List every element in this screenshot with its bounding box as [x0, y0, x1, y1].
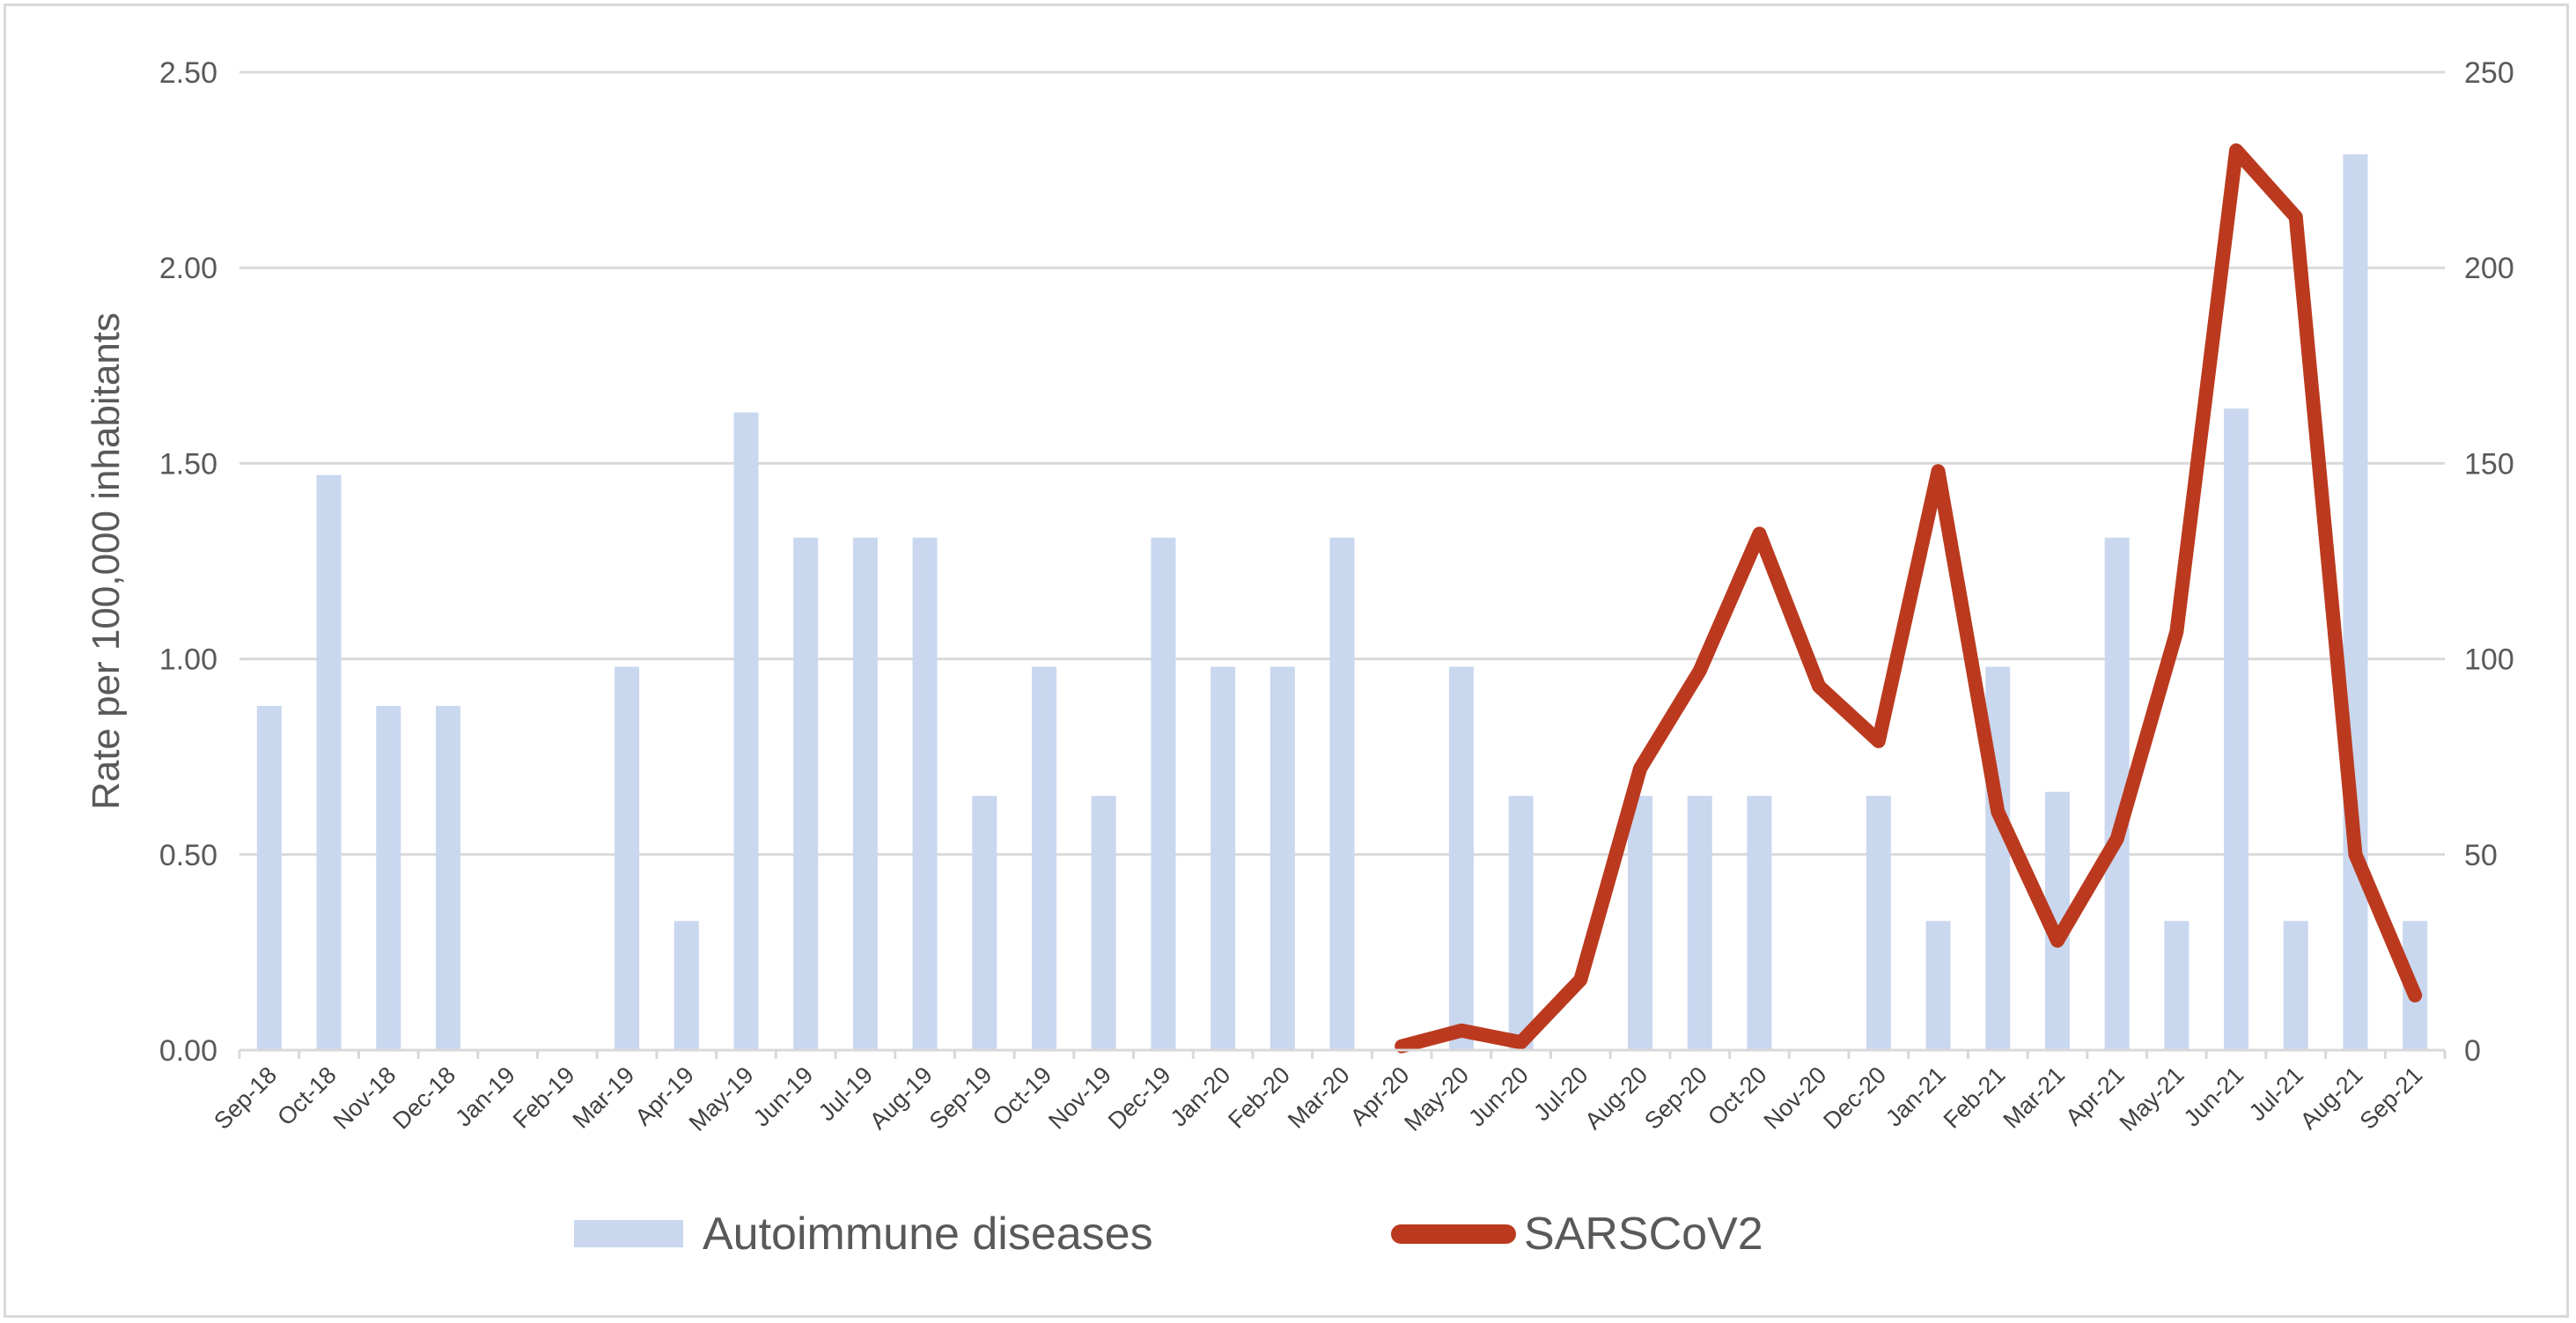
y-tick-label: 2.50 — [159, 56, 217, 90]
y-axis-right: 0 50 100 150 200 250 — [2464, 56, 2514, 1068]
bar — [1747, 796, 1772, 1050]
bar — [376, 705, 401, 1050]
y-tick-label: 2.00 — [159, 252, 217, 285]
x-tick-label: Sep-21 — [2355, 1062, 2428, 1135]
bar — [1270, 666, 1295, 1050]
bar-series-autoimmune — [256, 154, 2428, 1051]
bar — [1508, 796, 1534, 1050]
x-tick-label: Sep-18 — [209, 1062, 282, 1135]
bar — [2283, 921, 2308, 1050]
y2-tick-label: 250 — [2464, 56, 2514, 90]
y2-tick-label: 50 — [2464, 839, 2498, 872]
bar — [1091, 796, 1116, 1050]
line-series-sarscov2 — [1395, 143, 2423, 1054]
x-tick-label: Mar-20 — [1283, 1062, 1355, 1134]
bar — [615, 666, 640, 1050]
bar — [1925, 921, 1951, 1050]
x-tick-label: Sep-19 — [924, 1062, 997, 1135]
x-tick-label: Aug-21 — [2295, 1062, 2368, 1135]
bar — [1687, 796, 1712, 1050]
bar — [972, 796, 997, 1050]
x-tick-label: Oct-20 — [1703, 1062, 1772, 1131]
bar — [673, 921, 699, 1050]
x-tick-label: May-19 — [684, 1062, 759, 1136]
bar — [256, 705, 282, 1050]
legend-label-autoimmune: Autoimmune diseases — [703, 1209, 1153, 1260]
x-tick-label: Oct-18 — [272, 1062, 342, 1131]
bar — [1151, 537, 1176, 1050]
y2-tick-label: 200 — [2464, 252, 2514, 285]
x-tick-label: Jan-19 — [450, 1062, 520, 1132]
bar — [2224, 408, 2249, 1051]
line-path — [1395, 143, 2423, 1054]
bar — [2343, 154, 2368, 1051]
x-tick-label: Feb-21 — [1939, 1062, 2011, 1134]
y-tick-label: 1.00 — [159, 643, 217, 677]
x-tick-label: Jun-20 — [1463, 1062, 1534, 1132]
x-tick-label: Sep-20 — [1639, 1062, 1712, 1135]
bar — [316, 474, 342, 1050]
x-tick-label: Feb-19 — [508, 1062, 580, 1134]
legend: Autoimmune diseases SARSCoV2 — [574, 1209, 1763, 1260]
bar — [733, 412, 759, 1050]
y-tick-label: 0.00 — [159, 1034, 217, 1068]
x-axis: Sep-18Oct-18Nov-18Dec-18Jan-19Feb-19Mar-… — [209, 1048, 2447, 1136]
bar — [912, 537, 938, 1050]
x-tick-label: Nov-20 — [1759, 1062, 1832, 1135]
bar — [1211, 666, 1236, 1050]
y2-tick-label: 0 — [2464, 1034, 2481, 1068]
x-tick-label: Aug-20 — [1579, 1062, 1652, 1135]
bar — [852, 537, 878, 1050]
y2-tick-label: 100 — [2464, 643, 2514, 677]
x-tick-label: Mar-21 — [1998, 1062, 2070, 1134]
chart: 0.00 0.50 1.00 1.50 2.00 2.50 0 50 100 150 200 250… — [85, 56, 2514, 1260]
x-tick-label: May-20 — [1399, 1062, 1474, 1136]
y2-tick-label: 150 — [2464, 447, 2514, 481]
x-tick-label: Jun-19 — [748, 1062, 819, 1132]
y-axis-left: 0.00 0.50 1.00 1.50 2.00 2.50 — [159, 56, 217, 1068]
chart-frame: 0.00 0.50 1.00 1.50 2.00 2.50 0 50 100 150 200 250… — [4, 4, 2569, 1318]
legend-label-sarscov2: SARSCoV2 — [1524, 1209, 1763, 1260]
x-tick-label: Mar-19 — [568, 1062, 640, 1134]
x-tick-label: Aug-19 — [865, 1062, 938, 1135]
x-tick-label: Feb-20 — [1223, 1062, 1295, 1134]
bar — [435, 705, 460, 1050]
y-axis-title: Rate per 100,000 inhabitants — [85, 312, 128, 810]
bar — [2164, 921, 2190, 1050]
bar — [1866, 796, 1891, 1050]
bar — [1448, 666, 1474, 1050]
x-tick-label: Dec-20 — [1818, 1062, 1891, 1135]
x-tick-label: Nov-19 — [1043, 1062, 1116, 1135]
legend-swatch-autoimmune — [574, 1220, 683, 1247]
bar — [793, 537, 819, 1050]
y-tick-label: 0.50 — [159, 839, 217, 872]
bar — [1628, 796, 1653, 1050]
x-tick-label: Nov-18 — [328, 1062, 401, 1135]
x-tick-label: Oct-19 — [988, 1062, 1057, 1131]
bar — [1031, 666, 1056, 1050]
x-tick-label: Dec-18 — [387, 1062, 460, 1135]
bar — [1329, 537, 1355, 1050]
y-tick-label: 1.50 — [159, 447, 217, 481]
x-tick-label: Dec-19 — [1103, 1062, 1176, 1135]
x-tick-label: Jun-21 — [2179, 1062, 2249, 1132]
x-tick-label: Jan-20 — [1166, 1062, 1236, 1132]
x-tick-label: Jan-21 — [1880, 1062, 1951, 1132]
x-tick-label: May-21 — [2115, 1062, 2190, 1136]
